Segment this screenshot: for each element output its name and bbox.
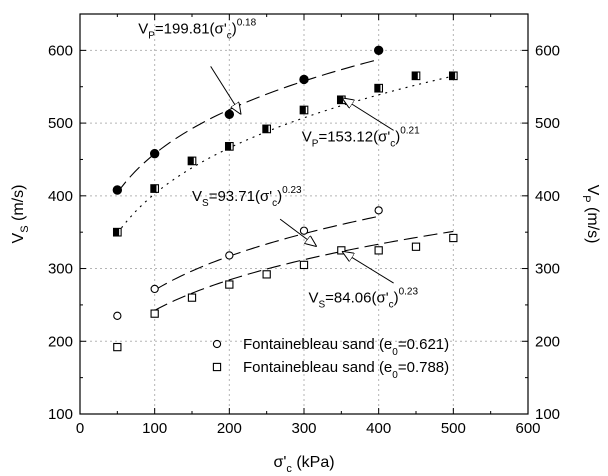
legend-marker (212, 339, 222, 349)
series-vp_0621 (112, 45, 384, 195)
data-point (113, 311, 122, 320)
data-point (373, 45, 384, 56)
legend-label: Fontainebleau sand (e0=0.788) (243, 359, 449, 381)
grid (80, 14, 528, 414)
y-tick-label-left: 600 (48, 42, 73, 59)
data-point (449, 233, 458, 243)
x-tick-label: 600 (515, 420, 540, 437)
data-point (224, 109, 235, 120)
x-tick-label: 500 (441, 420, 466, 437)
data-point (113, 342, 122, 352)
y-tick-label-left: 500 (48, 115, 73, 132)
y-axis-title-left: VS (m/s) (10, 185, 31, 244)
data-point (187, 156, 197, 166)
y-tick-label-left: 100 (48, 406, 73, 423)
x-tick-label: 300 (291, 420, 316, 437)
x-tick-label: 0 (76, 420, 84, 437)
data-point (299, 74, 309, 85)
y-tick-label-right: 200 (535, 333, 560, 350)
data-point (225, 251, 234, 260)
y-tick-label-left: 400 (48, 188, 73, 205)
legend-label: Fontainebleau sand (e0=0.621) (243, 336, 449, 358)
annotation-arrow (279, 218, 316, 246)
y-tick-label-right: 600 (535, 42, 560, 59)
equation-text: VS=93.71(σ'c)0.23 (192, 185, 302, 209)
data-point (187, 293, 197, 302)
data-point (262, 270, 271, 279)
fit-curve-fit_vp_0788 (116, 75, 454, 234)
annotation-arrow (210, 66, 241, 113)
eq-vp-0788: VP=153.12(σ'c)0.21 (302, 98, 420, 149)
data-point (112, 227, 122, 237)
eq-vp-0621: VP=199.81(σ'c)0.18 (138, 18, 257, 114)
data-point (112, 185, 123, 195)
equation-text: VP=153.12(σ'c)0.21 (302, 125, 420, 149)
fit-curve-fit_vs_0621 (154, 215, 379, 291)
x-axis-title: σ'c (kPa) (273, 454, 334, 475)
annotation-arrow (343, 252, 394, 284)
data-point (224, 142, 234, 151)
fit-curve-fit_vp_0621 (116, 58, 379, 194)
y-tick-label-right: 400 (535, 188, 560, 205)
equation-annotations: VP=199.81(σ'c)0.18 VP=153.12(σ'c)0.21 VS=9… (138, 18, 420, 311)
data-point (299, 226, 309, 235)
y-tick-label-right: 100 (535, 406, 560, 423)
equation-text: VP=199.81(σ'c)0.18 (138, 18, 256, 42)
data-point (336, 95, 346, 105)
legend-item: Fontainebleau sand (e0=0.621) (212, 336, 449, 358)
legend-item: Fontainebleau sand (e0=0.788) (212, 359, 449, 381)
data-point (150, 309, 159, 318)
eq-vs-0788: VS=84.06(σ'c)0.23 (308, 252, 418, 311)
y-tick-label-right: 500 (535, 115, 560, 132)
data-point (262, 124, 272, 134)
axis-labels: σ'c (kPa) VS (m/s) VP (m/s) (10, 185, 601, 475)
data-point (411, 71, 421, 81)
data-point (411, 242, 421, 251)
data-point (374, 206, 383, 215)
data-point (448, 71, 458, 81)
y-tick-label-left: 200 (48, 333, 73, 350)
data-point (149, 148, 160, 159)
series-vp_0788 (112, 71, 458, 237)
eq-vs-0621: VS=93.71(σ'c)0.23 (192, 185, 316, 246)
y-tick-label-left: 300 (48, 261, 73, 278)
legend: Fontainebleau sand (e0=0.621)Fontaineble… (212, 336, 449, 381)
legend-marker (212, 362, 222, 372)
data-point (374, 246, 383, 255)
data-point (299, 260, 309, 270)
series-vs_0788 (113, 233, 458, 352)
y-axis-title-right: VP (m/s) (580, 185, 601, 244)
fit-curves (116, 58, 454, 311)
annotation-arrow (343, 98, 394, 131)
data-point (150, 184, 160, 193)
x-tick-label: 200 (217, 420, 242, 437)
x-tick-label: 400 (366, 420, 391, 437)
data-point (374, 83, 384, 93)
y-tick-label-right: 300 (535, 261, 560, 278)
series-vs_0621 (113, 206, 383, 320)
equation-text: VS=84.06(σ'c)0.23 (308, 287, 418, 311)
data-point (225, 280, 234, 289)
data-point (299, 105, 309, 115)
data-point (150, 284, 159, 294)
x-tick-label: 100 (142, 420, 167, 437)
